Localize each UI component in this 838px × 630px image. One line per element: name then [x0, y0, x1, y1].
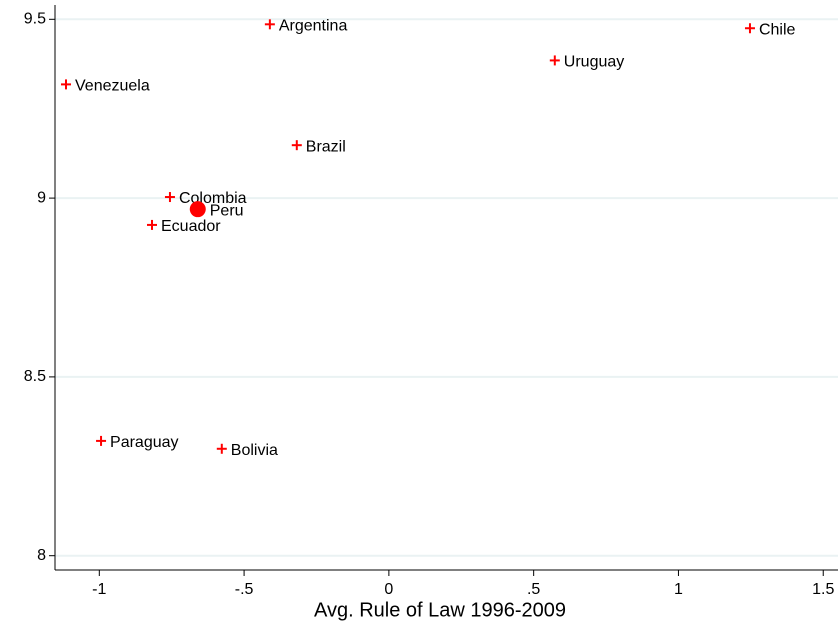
point — [744, 23, 755, 34]
y-tick-label: 8.5 — [24, 368, 46, 385]
point — [164, 192, 175, 203]
point-label: Bolivia — [231, 442, 278, 459]
x-tick-label: 0 — [384, 581, 393, 598]
point-label: Venezuela — [75, 78, 150, 95]
point — [96, 435, 107, 446]
point — [61, 79, 72, 90]
x-axis-label: Avg. Rule of Law 1996-2009 — [314, 599, 566, 621]
point — [189, 201, 206, 218]
point-label: Chile — [759, 21, 796, 38]
y-tick-label: 8 — [37, 547, 46, 564]
point — [264, 19, 275, 30]
point-label: Paraguay — [110, 434, 178, 451]
x-tick-label: 1.5 — [812, 581, 834, 598]
point-label: Argentina — [279, 18, 348, 35]
point — [549, 55, 560, 66]
point-label: Ecuador — [161, 218, 221, 235]
point-label: Peru — [210, 202, 244, 219]
point — [216, 443, 227, 454]
point-label: Uruguay — [564, 54, 624, 71]
point — [291, 140, 302, 151]
point-label: Brazil — [306, 138, 346, 155]
x-tick-label: 1 — [674, 581, 683, 598]
y-tick-label: 9 — [37, 189, 46, 206]
y-tick-label: 9.5 — [24, 11, 46, 28]
x-tick-label: .5 — [527, 581, 540, 598]
x-tick-label: -.5 — [235, 581, 254, 598]
point — [147, 219, 158, 230]
x-tick-label: -1 — [92, 581, 106, 598]
